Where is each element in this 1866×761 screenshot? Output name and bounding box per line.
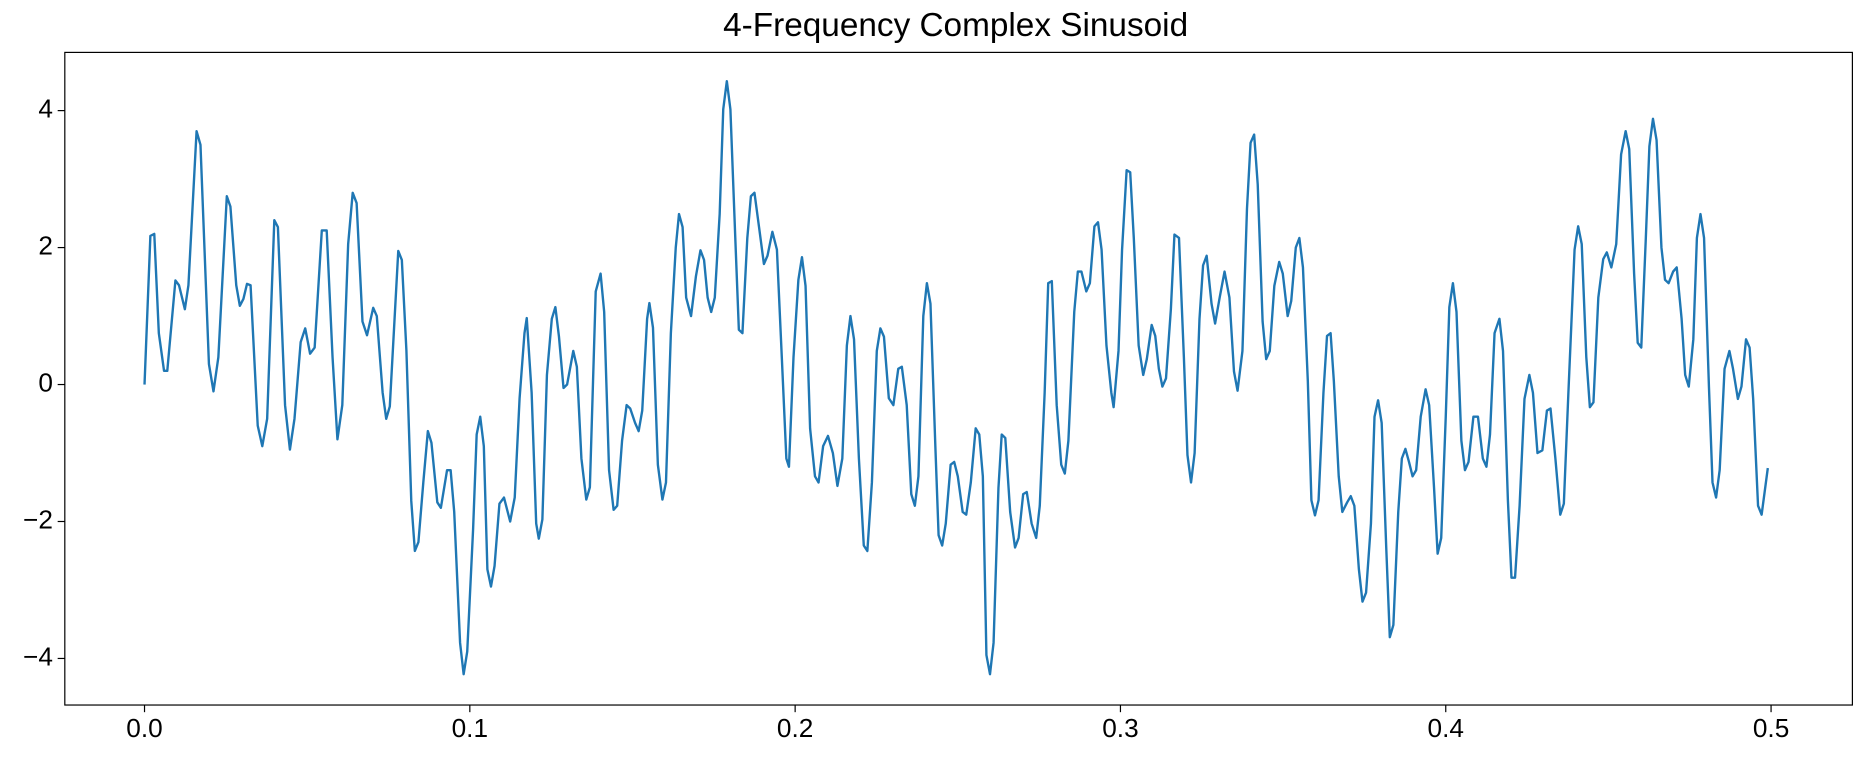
x-tick-label: 0.3 [1102, 713, 1138, 743]
x-tick-label: 0.4 [1428, 713, 1464, 743]
signal-line [143, 79, 1769, 676]
plot-frame [64, 51, 1853, 706]
y-tick-label: −4 [23, 641, 53, 671]
x-tick-label: 0.5 [1753, 713, 1789, 743]
chart-title: 4-Frequency Complex Sinusoid [723, 7, 1188, 44]
x-tick-label: 0.2 [777, 713, 813, 743]
x-tick-label: 0.1 [452, 713, 488, 743]
x-tick-label: 0.0 [126, 713, 162, 743]
y-tick-label: −2 [23, 504, 53, 534]
y-tick-label: 0 [38, 367, 53, 397]
y-tick-label: 4 [38, 94, 53, 124]
y-tick-label: 2 [38, 230, 53, 260]
